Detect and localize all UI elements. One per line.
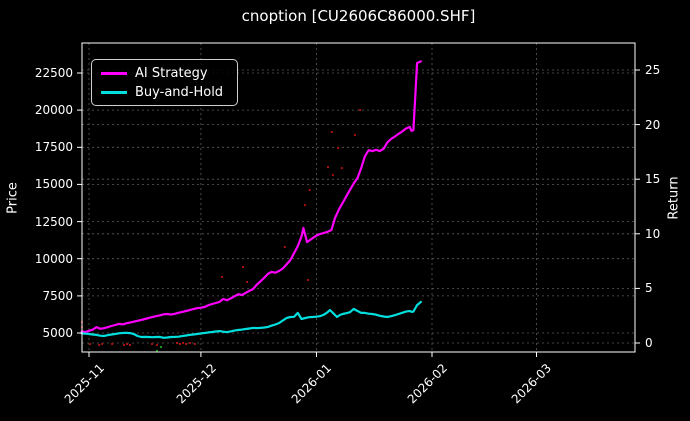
chart-legend: AI Strategy Buy-and-Hold [91,59,238,106]
red-dot-marker [98,344,101,346]
legend-label-buy-and-hold: Buy-and-Hold [135,84,224,100]
red-dot-marker [306,279,309,281]
legend-item-buy-and-hold: Buy-and-Hold [101,84,227,100]
green-dot-marker [155,349,158,352]
red-dot-marker [242,266,244,268]
red-dot-marker [283,246,286,248]
red-dot-marker [359,109,362,111]
red-dot-marker [89,343,92,345]
red-dot-marker [331,174,334,177]
green-dot-marker [160,346,162,348]
legend-item-ai-strategy: AI Strategy [101,65,227,81]
red-dot-marker [101,343,104,345]
chart-title: cnoption [CU2606C86000.SHF] [241,7,476,25]
red-dot-marker [176,342,178,344]
series-line-1 [80,300,422,339]
red-dot-marker [151,343,153,345]
red-dot-marker [182,342,184,344]
ai-strategy-line-swatch [101,71,127,75]
red-dot-marker [193,343,196,345]
red-dot-marker [330,131,333,133]
red-dot-marker [246,281,249,283]
buy-and-hold-line-swatch [101,90,127,94]
red-dot-marker [340,167,343,170]
red-dot-marker [221,276,224,278]
red-dot-marker [179,343,181,345]
red-dot-marker [111,343,114,345]
red-dot-marker [327,166,329,168]
red-dot-marker [185,343,187,345]
legend-label-ai-strategy: AI Strategy [135,65,208,81]
red-dot-marker [129,344,131,346]
series-line-0 [80,60,422,334]
red-dot-marker [353,133,356,136]
red-dot-marker [126,343,128,345]
red-dot-marker [189,342,192,344]
plot-border [81,42,636,353]
red-dot-marker [123,344,126,346]
red-dot-marker [303,204,306,207]
red-dot-marker [337,147,340,149]
red-dot-marker [155,344,158,346]
red-dot-marker [308,189,311,192]
